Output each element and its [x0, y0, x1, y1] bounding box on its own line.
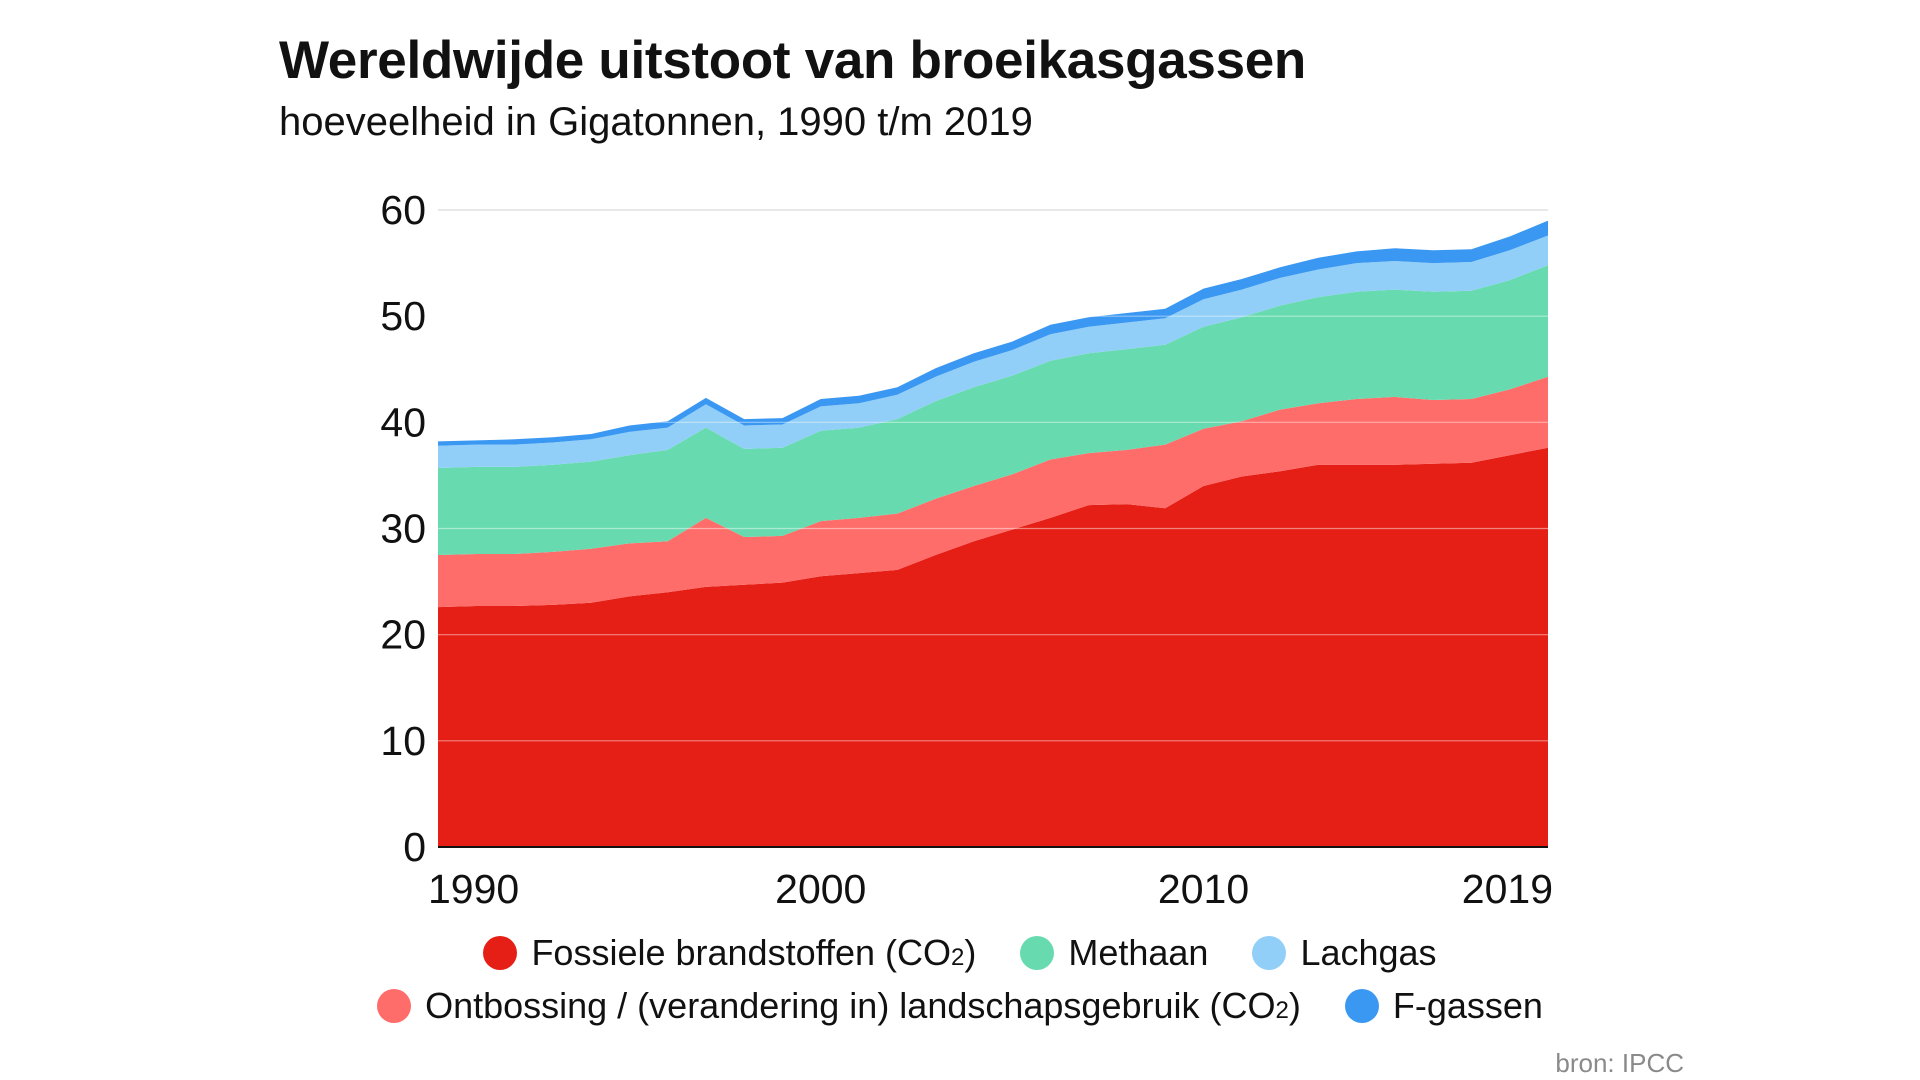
y-tick-label: 60 [380, 187, 426, 233]
source-note: bron: IPCC [1555, 1048, 1684, 1078]
legend-item: Lachgas [1252, 932, 1437, 974]
legend-swatch [1252, 936, 1287, 970]
legend-label: Methaan [1068, 932, 1209, 973]
legend-label: F-gassen [1392, 985, 1543, 1026]
legend-label: Lachgas [1300, 932, 1437, 973]
y-tick-label: 50 [380, 293, 426, 339]
x-tick-label: 2000 [775, 866, 866, 912]
legend-label: Ontbossing / (verandering in) landschaps… [425, 985, 1301, 1026]
legend-label: Fossiele brandstoffen (CO2) [531, 932, 977, 973]
legend-swatch [1020, 936, 1055, 970]
y-tick-label: 30 [380, 506, 426, 552]
chart-subtitle: hoeveelheid in Gigatonnen, 1990 t/m 2019 [279, 100, 1033, 144]
x-tick-label: 2019 [1462, 866, 1553, 912]
legend-row-2: Ontbossing / (verandering in) landschaps… [0, 985, 1920, 1027]
legend-item: F-gassen [1344, 985, 1543, 1027]
legend-swatch [483, 936, 518, 970]
area-series-5 [438, 220, 1548, 446]
area-series-3 [438, 265, 1548, 555]
x-tick-label: 2010 [1158, 866, 1249, 912]
chart-title: Wereldwijde uitstoot van broeikasgassen [279, 31, 1307, 90]
y-tick-label: 20 [380, 612, 426, 658]
area-series-4 [438, 235, 1548, 468]
y-tick-label: 10 [380, 718, 426, 764]
area-series-1 [438, 447, 1548, 847]
y-tick-label: 40 [380, 399, 426, 445]
x-tick-label: 1990 [428, 866, 519, 912]
area-series-2 [438, 376, 1548, 608]
legend-row-1: Fossiele brandstoffen (CO2) Methaan Lachga… [0, 932, 1920, 974]
legend-swatch [1344, 989, 1379, 1023]
legend-item: Fossiele brandstoffen (CO2) [483, 932, 976, 974]
legend-swatch [377, 989, 412, 1023]
legend-item: Ontbossing / (verandering in) landschaps… [377, 985, 1301, 1027]
y-tick-label: 0 [403, 824, 426, 870]
legend-item: Methaan [1020, 932, 1208, 974]
